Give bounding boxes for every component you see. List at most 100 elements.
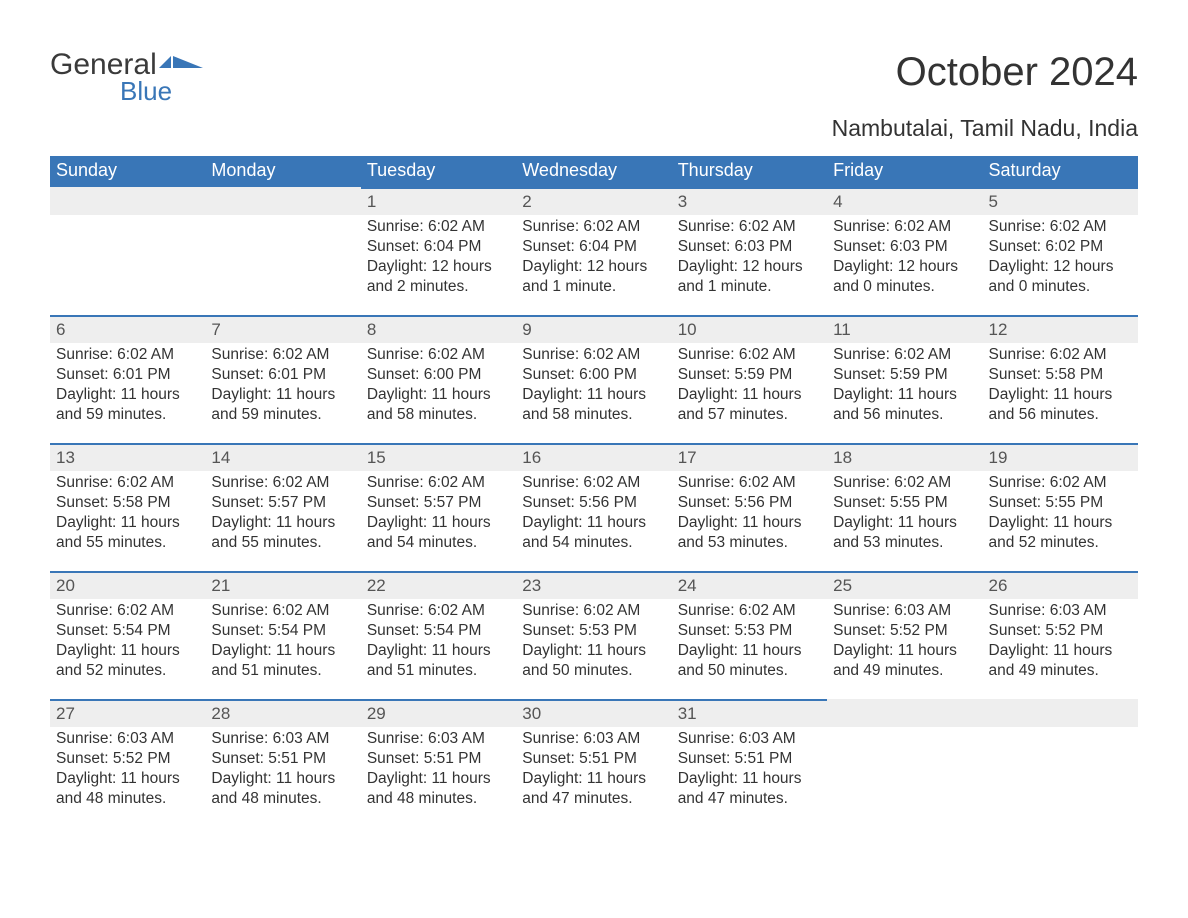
day-details: Sunrise: 6:03 AMSunset: 5:51 PMDaylight:… [205, 727, 360, 814]
daylight-line: Daylight: 11 hours and 56 minutes. [989, 385, 1132, 425]
calendar-table: SundayMondayTuesdayWednesdayThursdayFrid… [50, 156, 1138, 827]
day-details: Sunrise: 6:02 AMSunset: 6:01 PMDaylight:… [205, 343, 360, 430]
daylight-line: Daylight: 11 hours and 52 minutes. [989, 513, 1132, 553]
day-number: 10 [672, 315, 827, 343]
day-number: 31 [672, 699, 827, 727]
day-number: 1 [361, 187, 516, 215]
sunset-line: Sunset: 5:53 PM [678, 621, 821, 641]
calendar-day-cell: 9Sunrise: 6:02 AMSunset: 6:00 PMDaylight… [516, 315, 671, 443]
daylight-line: Daylight: 11 hours and 54 minutes. [522, 513, 665, 553]
calendar-day-cell: 21Sunrise: 6:02 AMSunset: 5:54 PMDayligh… [205, 571, 360, 699]
weekday-header: Wednesday [516, 156, 671, 187]
day-details: Sunrise: 6:02 AMSunset: 5:55 PMDaylight:… [983, 471, 1138, 558]
calendar-day-cell [205, 187, 360, 315]
day-number: 4 [827, 187, 982, 215]
calendar-week-row: 20Sunrise: 6:02 AMSunset: 5:54 PMDayligh… [50, 571, 1138, 699]
calendar-day-cell: 14Sunrise: 6:02 AMSunset: 5:57 PMDayligh… [205, 443, 360, 571]
sunset-line: Sunset: 5:57 PM [211, 493, 354, 513]
day-number: 22 [361, 571, 516, 599]
daylight-line: Daylight: 11 hours and 48 minutes. [211, 769, 354, 809]
daylight-line: Daylight: 11 hours and 53 minutes. [833, 513, 976, 553]
sunset-line: Sunset: 5:51 PM [367, 749, 510, 769]
logo-word2: Blue [120, 76, 203, 107]
calendar-day-cell: 15Sunrise: 6:02 AMSunset: 5:57 PMDayligh… [361, 443, 516, 571]
logo: General Blue [50, 50, 203, 107]
sunrise-line: Sunrise: 6:02 AM [211, 345, 354, 365]
calendar-day-cell: 26Sunrise: 6:03 AMSunset: 5:52 PMDayligh… [983, 571, 1138, 699]
calendar-day-cell: 4Sunrise: 6:02 AMSunset: 6:03 PMDaylight… [827, 187, 982, 315]
calendar-week-row: 6Sunrise: 6:02 AMSunset: 6:01 PMDaylight… [50, 315, 1138, 443]
day-number: 13 [50, 443, 205, 471]
sunset-line: Sunset: 5:57 PM [367, 493, 510, 513]
day-details: Sunrise: 6:03 AMSunset: 5:52 PMDaylight:… [983, 599, 1138, 686]
sunrise-line: Sunrise: 6:02 AM [56, 601, 199, 621]
sunrise-line: Sunrise: 6:02 AM [522, 473, 665, 493]
calendar-day-cell: 28Sunrise: 6:03 AMSunset: 5:51 PMDayligh… [205, 699, 360, 827]
day-number: 26 [983, 571, 1138, 599]
day-details: Sunrise: 6:02 AMSunset: 5:55 PMDaylight:… [827, 471, 982, 558]
sunset-line: Sunset: 6:01 PM [56, 365, 199, 385]
day-number [205, 187, 360, 215]
day-details: Sunrise: 6:02 AMSunset: 5:53 PMDaylight:… [672, 599, 827, 686]
calendar-day-cell: 29Sunrise: 6:03 AMSunset: 5:51 PMDayligh… [361, 699, 516, 827]
sunrise-line: Sunrise: 6:02 AM [678, 345, 821, 365]
weekday-header: Sunday [50, 156, 205, 187]
day-number: 14 [205, 443, 360, 471]
day-number: 21 [205, 571, 360, 599]
sunset-line: Sunset: 6:04 PM [367, 237, 510, 257]
day-details: Sunrise: 6:02 AMSunset: 5:58 PMDaylight:… [50, 471, 205, 558]
sunset-line: Sunset: 5:58 PM [989, 365, 1132, 385]
daylight-line: Daylight: 11 hours and 50 minutes. [678, 641, 821, 681]
day-details: Sunrise: 6:02 AMSunset: 6:00 PMDaylight:… [516, 343, 671, 430]
day-number: 25 [827, 571, 982, 599]
day-number: 9 [516, 315, 671, 343]
sunset-line: Sunset: 6:04 PM [522, 237, 665, 257]
sunset-line: Sunset: 5:54 PM [56, 621, 199, 641]
calendar-day-cell: 31Sunrise: 6:03 AMSunset: 5:51 PMDayligh… [672, 699, 827, 827]
sunrise-line: Sunrise: 6:02 AM [678, 473, 821, 493]
sunrise-line: Sunrise: 6:03 AM [678, 729, 821, 749]
calendar-day-cell: 19Sunrise: 6:02 AMSunset: 5:55 PMDayligh… [983, 443, 1138, 571]
day-number: 5 [983, 187, 1138, 215]
sunrise-line: Sunrise: 6:02 AM [833, 345, 976, 365]
day-number: 18 [827, 443, 982, 471]
sunrise-line: Sunrise: 6:02 AM [989, 345, 1132, 365]
daylight-line: Daylight: 12 hours and 1 minute. [522, 257, 665, 297]
calendar-day-cell: 18Sunrise: 6:02 AMSunset: 5:55 PMDayligh… [827, 443, 982, 571]
sunrise-line: Sunrise: 6:02 AM [367, 473, 510, 493]
sunrise-line: Sunrise: 6:02 AM [367, 217, 510, 237]
calendar-day-cell: 2Sunrise: 6:02 AMSunset: 6:04 PMDaylight… [516, 187, 671, 315]
day-details: Sunrise: 6:02 AMSunset: 5:56 PMDaylight:… [672, 471, 827, 558]
day-details: Sunrise: 6:02 AMSunset: 6:04 PMDaylight:… [361, 215, 516, 302]
sunset-line: Sunset: 5:51 PM [211, 749, 354, 769]
calendar-week-row: 13Sunrise: 6:02 AMSunset: 5:58 PMDayligh… [50, 443, 1138, 571]
daylight-line: Daylight: 11 hours and 56 minutes. [833, 385, 976, 425]
sunrise-line: Sunrise: 6:02 AM [833, 473, 976, 493]
weekday-header: Thursday [672, 156, 827, 187]
calendar-day-cell: 30Sunrise: 6:03 AMSunset: 5:51 PMDayligh… [516, 699, 671, 827]
sunrise-line: Sunrise: 6:02 AM [833, 217, 976, 237]
day-details: Sunrise: 6:02 AMSunset: 6:03 PMDaylight:… [827, 215, 982, 302]
sunset-line: Sunset: 6:00 PM [522, 365, 665, 385]
sunset-line: Sunset: 5:56 PM [522, 493, 665, 513]
day-details: Sunrise: 6:02 AMSunset: 5:57 PMDaylight:… [361, 471, 516, 558]
daylight-line: Daylight: 12 hours and 2 minutes. [367, 257, 510, 297]
day-details: Sunrise: 6:02 AMSunset: 5:54 PMDaylight:… [361, 599, 516, 686]
location: Nambutalai, Tamil Nadu, India [50, 115, 1138, 142]
calendar-day-cell: 6Sunrise: 6:02 AMSunset: 6:01 PMDaylight… [50, 315, 205, 443]
sunrise-line: Sunrise: 6:02 AM [522, 601, 665, 621]
day-details: Sunrise: 6:02 AMSunset: 5:57 PMDaylight:… [205, 471, 360, 558]
day-details: Sunrise: 6:02 AMSunset: 5:54 PMDaylight:… [50, 599, 205, 686]
daylight-line: Daylight: 12 hours and 0 minutes. [833, 257, 976, 297]
calendar-header-row: SundayMondayTuesdayWednesdayThursdayFrid… [50, 156, 1138, 187]
sunset-line: Sunset: 5:55 PM [989, 493, 1132, 513]
sunrise-line: Sunrise: 6:03 AM [211, 729, 354, 749]
sunset-line: Sunset: 6:03 PM [833, 237, 976, 257]
calendar-day-cell: 17Sunrise: 6:02 AMSunset: 5:56 PMDayligh… [672, 443, 827, 571]
day-number: 20 [50, 571, 205, 599]
daylight-line: Daylight: 11 hours and 55 minutes. [211, 513, 354, 553]
sunrise-line: Sunrise: 6:02 AM [367, 345, 510, 365]
daylight-line: Daylight: 11 hours and 49 minutes. [989, 641, 1132, 681]
sunset-line: Sunset: 5:55 PM [833, 493, 976, 513]
day-number: 19 [983, 443, 1138, 471]
